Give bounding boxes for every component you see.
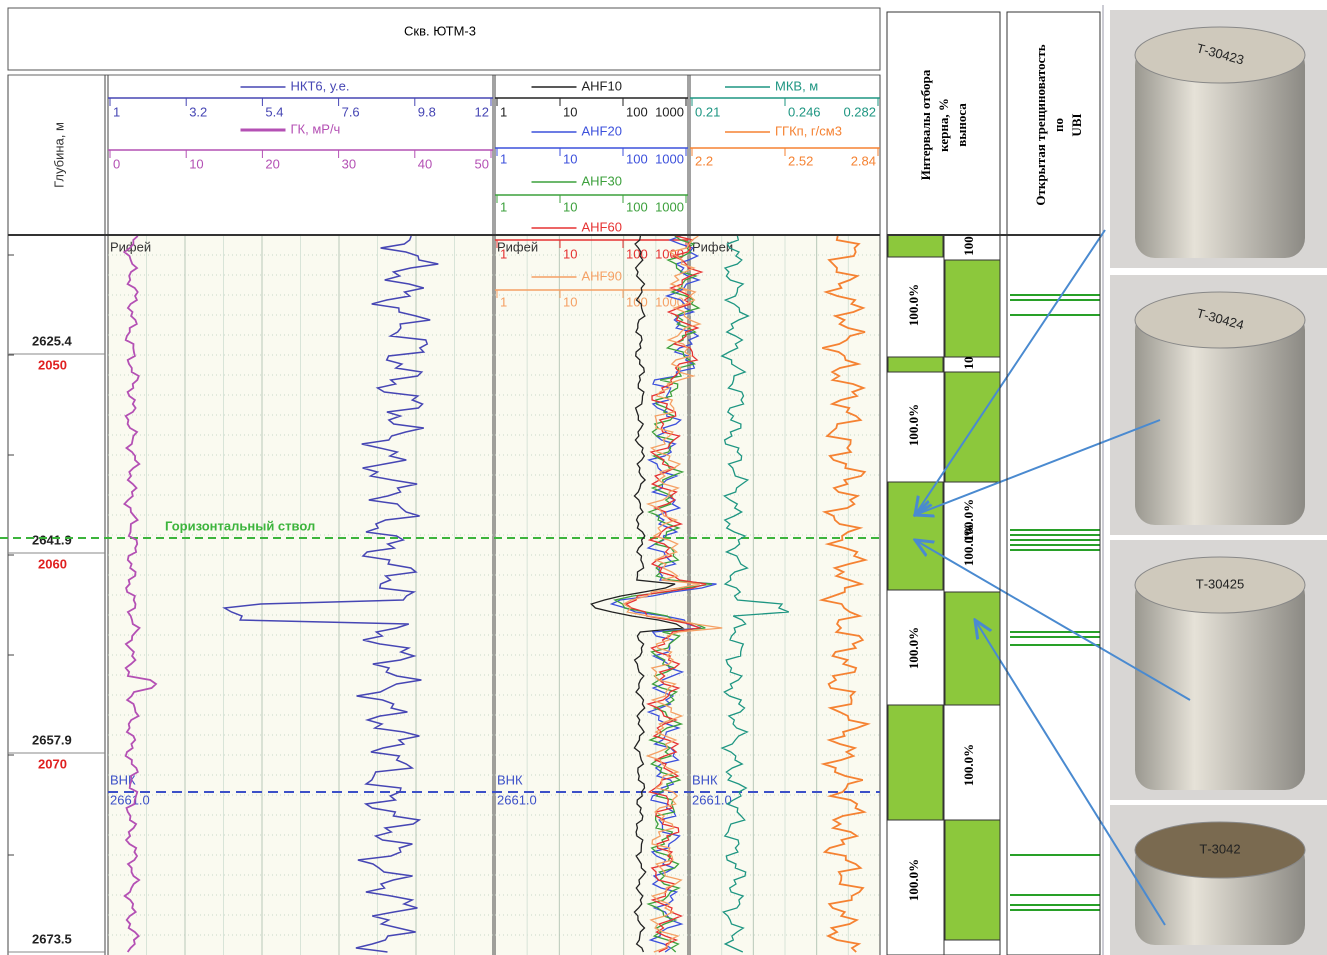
core-id: Т-3042: [1199, 841, 1240, 856]
depth-md: 2625.4: [32, 333, 73, 348]
core-interval: [945, 260, 1000, 357]
scale-label: 5.4: [265, 104, 283, 119]
core-header-line: выноса: [954, 103, 969, 147]
scale-label: 100: [626, 151, 648, 166]
scale-label: 1000: [655, 104, 684, 119]
depth-header: Глубина, м: [51, 122, 66, 188]
title: Скв. ЮТМ-3: [404, 23, 476, 38]
core-label: 100.0%: [906, 284, 921, 326]
scale-label: 10: [189, 156, 203, 171]
fracture-header-line: UBI: [1069, 113, 1084, 136]
core-interval: [888, 357, 943, 372]
scale-label: 10: [563, 104, 577, 119]
contact-depth: 2661.0: [110, 792, 150, 807]
zone-label: Рифей: [497, 239, 538, 254]
contact-depth: 2661.0: [497, 792, 537, 807]
depth-md: 2673.5: [32, 931, 72, 946]
depth-tvd: 2060: [38, 556, 67, 571]
scale-label: 10: [563, 246, 577, 261]
scale-label: 0.246: [788, 104, 821, 119]
scale-label: 12: [475, 104, 489, 119]
core-header-line: керна, %: [936, 98, 951, 152]
depth-tvd: 2050: [38, 357, 67, 372]
core-label: 100.0%: [906, 859, 921, 901]
core-id: Т-30425: [1196, 576, 1244, 591]
scale-label: 10: [563, 294, 577, 309]
scale-label: 1: [500, 104, 507, 119]
log-figure: Скв. ЮТМ-3 Глубина, м НКТ6, у.е. 1 3.2 5.4 7…: [0, 0, 1327, 955]
curve-name: ГГКп, г/см3: [775, 123, 842, 138]
scale-label: 0: [113, 156, 120, 171]
scale-label: 7.6: [342, 104, 360, 119]
core-label: 100.0%: [961, 524, 976, 566]
core-interval: [888, 482, 943, 590]
scale-label: 2.52: [788, 153, 813, 168]
curve-name: МКВ, м: [775, 78, 818, 93]
curve-name: AHF20: [582, 123, 622, 138]
fracture-header-line: Открытая трещиноватость: [1033, 44, 1048, 205]
scale-label: 1: [500, 151, 507, 166]
scale-label: 100: [626, 246, 648, 261]
page-body: {"title":"Скв. ЮТМ-3", "depth_header":"Г…: [0, 0, 1327, 955]
core-label: 100: [961, 236, 976, 256]
scale-label: 9.8: [418, 104, 436, 119]
scale-label: 100: [626, 104, 648, 119]
core-interval: [945, 820, 1000, 940]
scale-label: 10: [563, 151, 577, 166]
core-interval: [888, 235, 943, 257]
contact-depth: 2661.0: [692, 792, 732, 807]
scale-label: 0.282: [843, 104, 876, 119]
core-label: 10: [961, 357, 976, 370]
scale-label: 3.2: [189, 104, 207, 119]
curve-name: НКТ6, у.е.: [291, 78, 350, 93]
page: Скв. ЮТМ-3 html,body{margin:0;padding:0;…: [0, 0, 1327, 955]
scale-label: 1000: [655, 151, 684, 166]
core-header-line: Интервалы отбора: [918, 69, 933, 180]
scale-label: 20: [265, 156, 279, 171]
curve-name: AHF10: [582, 78, 622, 93]
header-row: [8, 75, 880, 235]
scale-label: 1000: [655, 199, 684, 214]
scale-label: 40: [418, 156, 432, 171]
depth-md: 2657.9: [32, 732, 72, 747]
curve-name: AHF30: [582, 173, 622, 188]
contact-name: ВНК: [692, 772, 718, 787]
scale-label: 100: [626, 294, 648, 309]
fracture-header-line: по: [1051, 118, 1066, 132]
horizontal-well-label: Горизонтальный ствол: [165, 518, 315, 533]
title-box: [8, 8, 880, 70]
scale-label: 1: [113, 104, 120, 119]
depth-tvd: 2070: [38, 756, 67, 771]
scale-label: 30: [342, 156, 356, 171]
scale-label: 100: [626, 199, 648, 214]
core-interval: [888, 705, 943, 820]
curve-name: AHF60: [582, 219, 622, 234]
zone-label: Рифей: [692, 239, 733, 254]
core-label: 100.0%: [906, 404, 921, 446]
scale-label: 10: [563, 199, 577, 214]
curve-name: AHF90: [582, 268, 622, 283]
scale-label: 2.84: [851, 153, 876, 168]
scale-label: 50: [475, 156, 489, 171]
scale-label: 1: [500, 294, 507, 309]
scale-label: 1: [500, 199, 507, 214]
curve-name: ГК, мР/ч: [291, 121, 341, 136]
core-label: 100.0%: [906, 627, 921, 669]
core-label: 100.0%: [961, 744, 976, 786]
scale-label: 0.21: [695, 104, 720, 119]
depth-md: 2641.9: [32, 532, 72, 547]
contact-name: ВНК: [497, 772, 523, 787]
scale-label: 2.2: [695, 153, 713, 168]
